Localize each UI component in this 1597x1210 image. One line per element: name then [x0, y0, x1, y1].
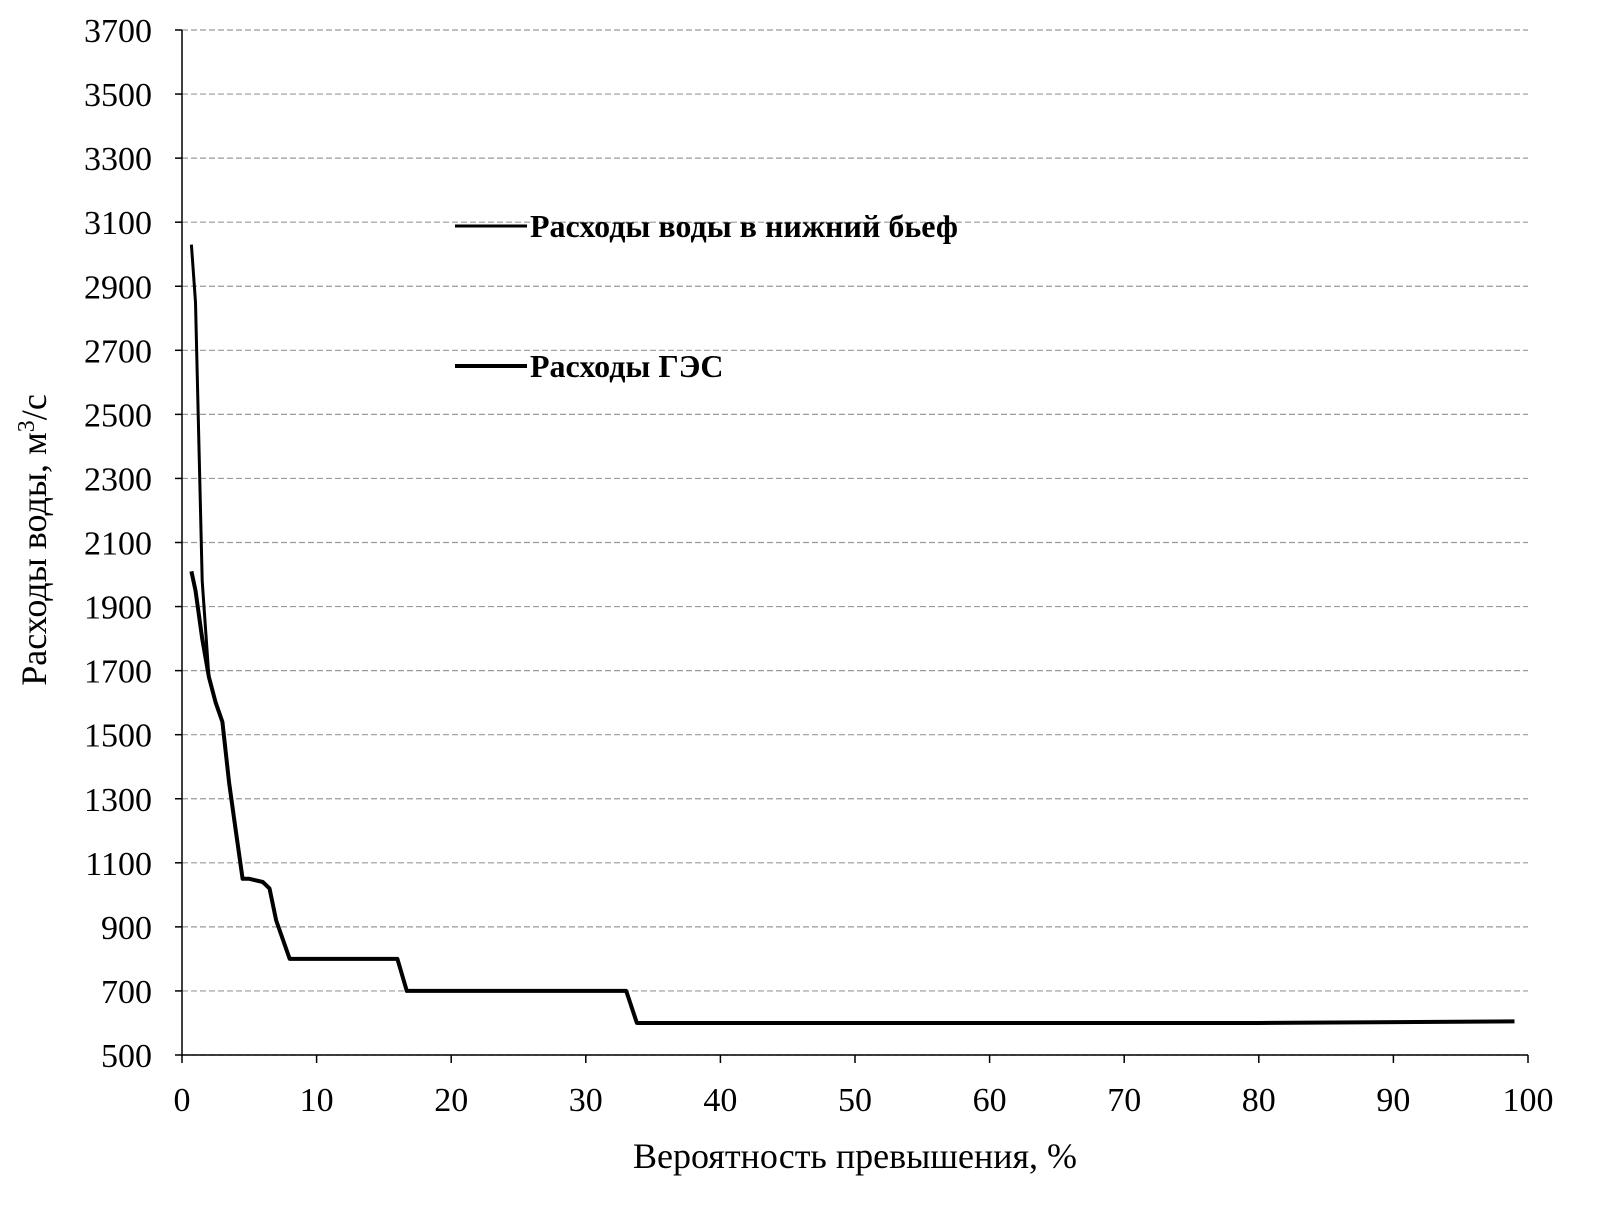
series-line-0 — [189, 244, 1515, 1025]
x-tick-label: 0 — [174, 1082, 191, 1119]
x-tick-labels: 0 10 20 30 40 50 60 70 80 90 100 — [174, 1082, 1554, 1119]
y-tick-label: 1900 — [84, 590, 152, 627]
y-tick-label: 500 — [101, 1038, 152, 1075]
x-tick-label: 20 — [434, 1082, 468, 1119]
y-tick-label: 700 — [101, 974, 152, 1011]
gridlines — [182, 29, 1528, 1056]
y-tick-label: 2300 — [84, 461, 152, 498]
x-tick-label: 100 — [1503, 1082, 1554, 1119]
x-tick-label: 50 — [838, 1082, 872, 1119]
y-tick-label: 2900 — [84, 269, 152, 306]
y-tick-label: 1700 — [84, 654, 152, 691]
x-tick-label: 10 — [300, 1082, 334, 1119]
series-lines — [189, 244, 1515, 1025]
legend-label-ges: Расходы ГЭС — [530, 348, 724, 384]
y-tick-label: 3300 — [84, 141, 152, 178]
y-tick-label: 1300 — [84, 782, 152, 819]
y-tick-label: 900 — [101, 910, 152, 947]
x-axis-title: Вероятность превышения, % — [633, 1136, 1077, 1176]
x-tick-label: 80 — [1242, 1082, 1276, 1119]
y-tick-label: 1100 — [85, 846, 152, 883]
x-tick-label: 40 — [703, 1082, 737, 1119]
y-axis-title: Расходы воды, м3/с — [14, 394, 54, 686]
y-tick-label: 2100 — [84, 526, 152, 563]
series-line-1 — [189, 570, 1515, 1025]
y-tick-label: 3100 — [84, 205, 152, 242]
x-tick-label: 70 — [1107, 1082, 1141, 1119]
x-tick-label: 30 — [569, 1082, 603, 1119]
axes — [175, 29, 1529, 1063]
y-tick-label: 2500 — [84, 397, 152, 434]
y-tick-label: 2700 — [84, 333, 152, 370]
y-tick-labels: 500 700 900 1100 1300 1500 1700 1900 2100 2300 250… — [84, 13, 152, 1075]
x-tick-label: 60 — [973, 1082, 1007, 1119]
legend: Расходы воды в нижний бьеф Расходы ГЭС — [455, 208, 958, 384]
legend-label-nizhniy-bef: Расходы воды в нижний бьеф — [530, 208, 958, 244]
y-tick-label: 1500 — [84, 718, 152, 755]
x-tick-label: 90 — [1376, 1082, 1410, 1119]
y-tick-label: 3500 — [84, 77, 152, 114]
y-tick-label: 3700 — [84, 13, 152, 50]
